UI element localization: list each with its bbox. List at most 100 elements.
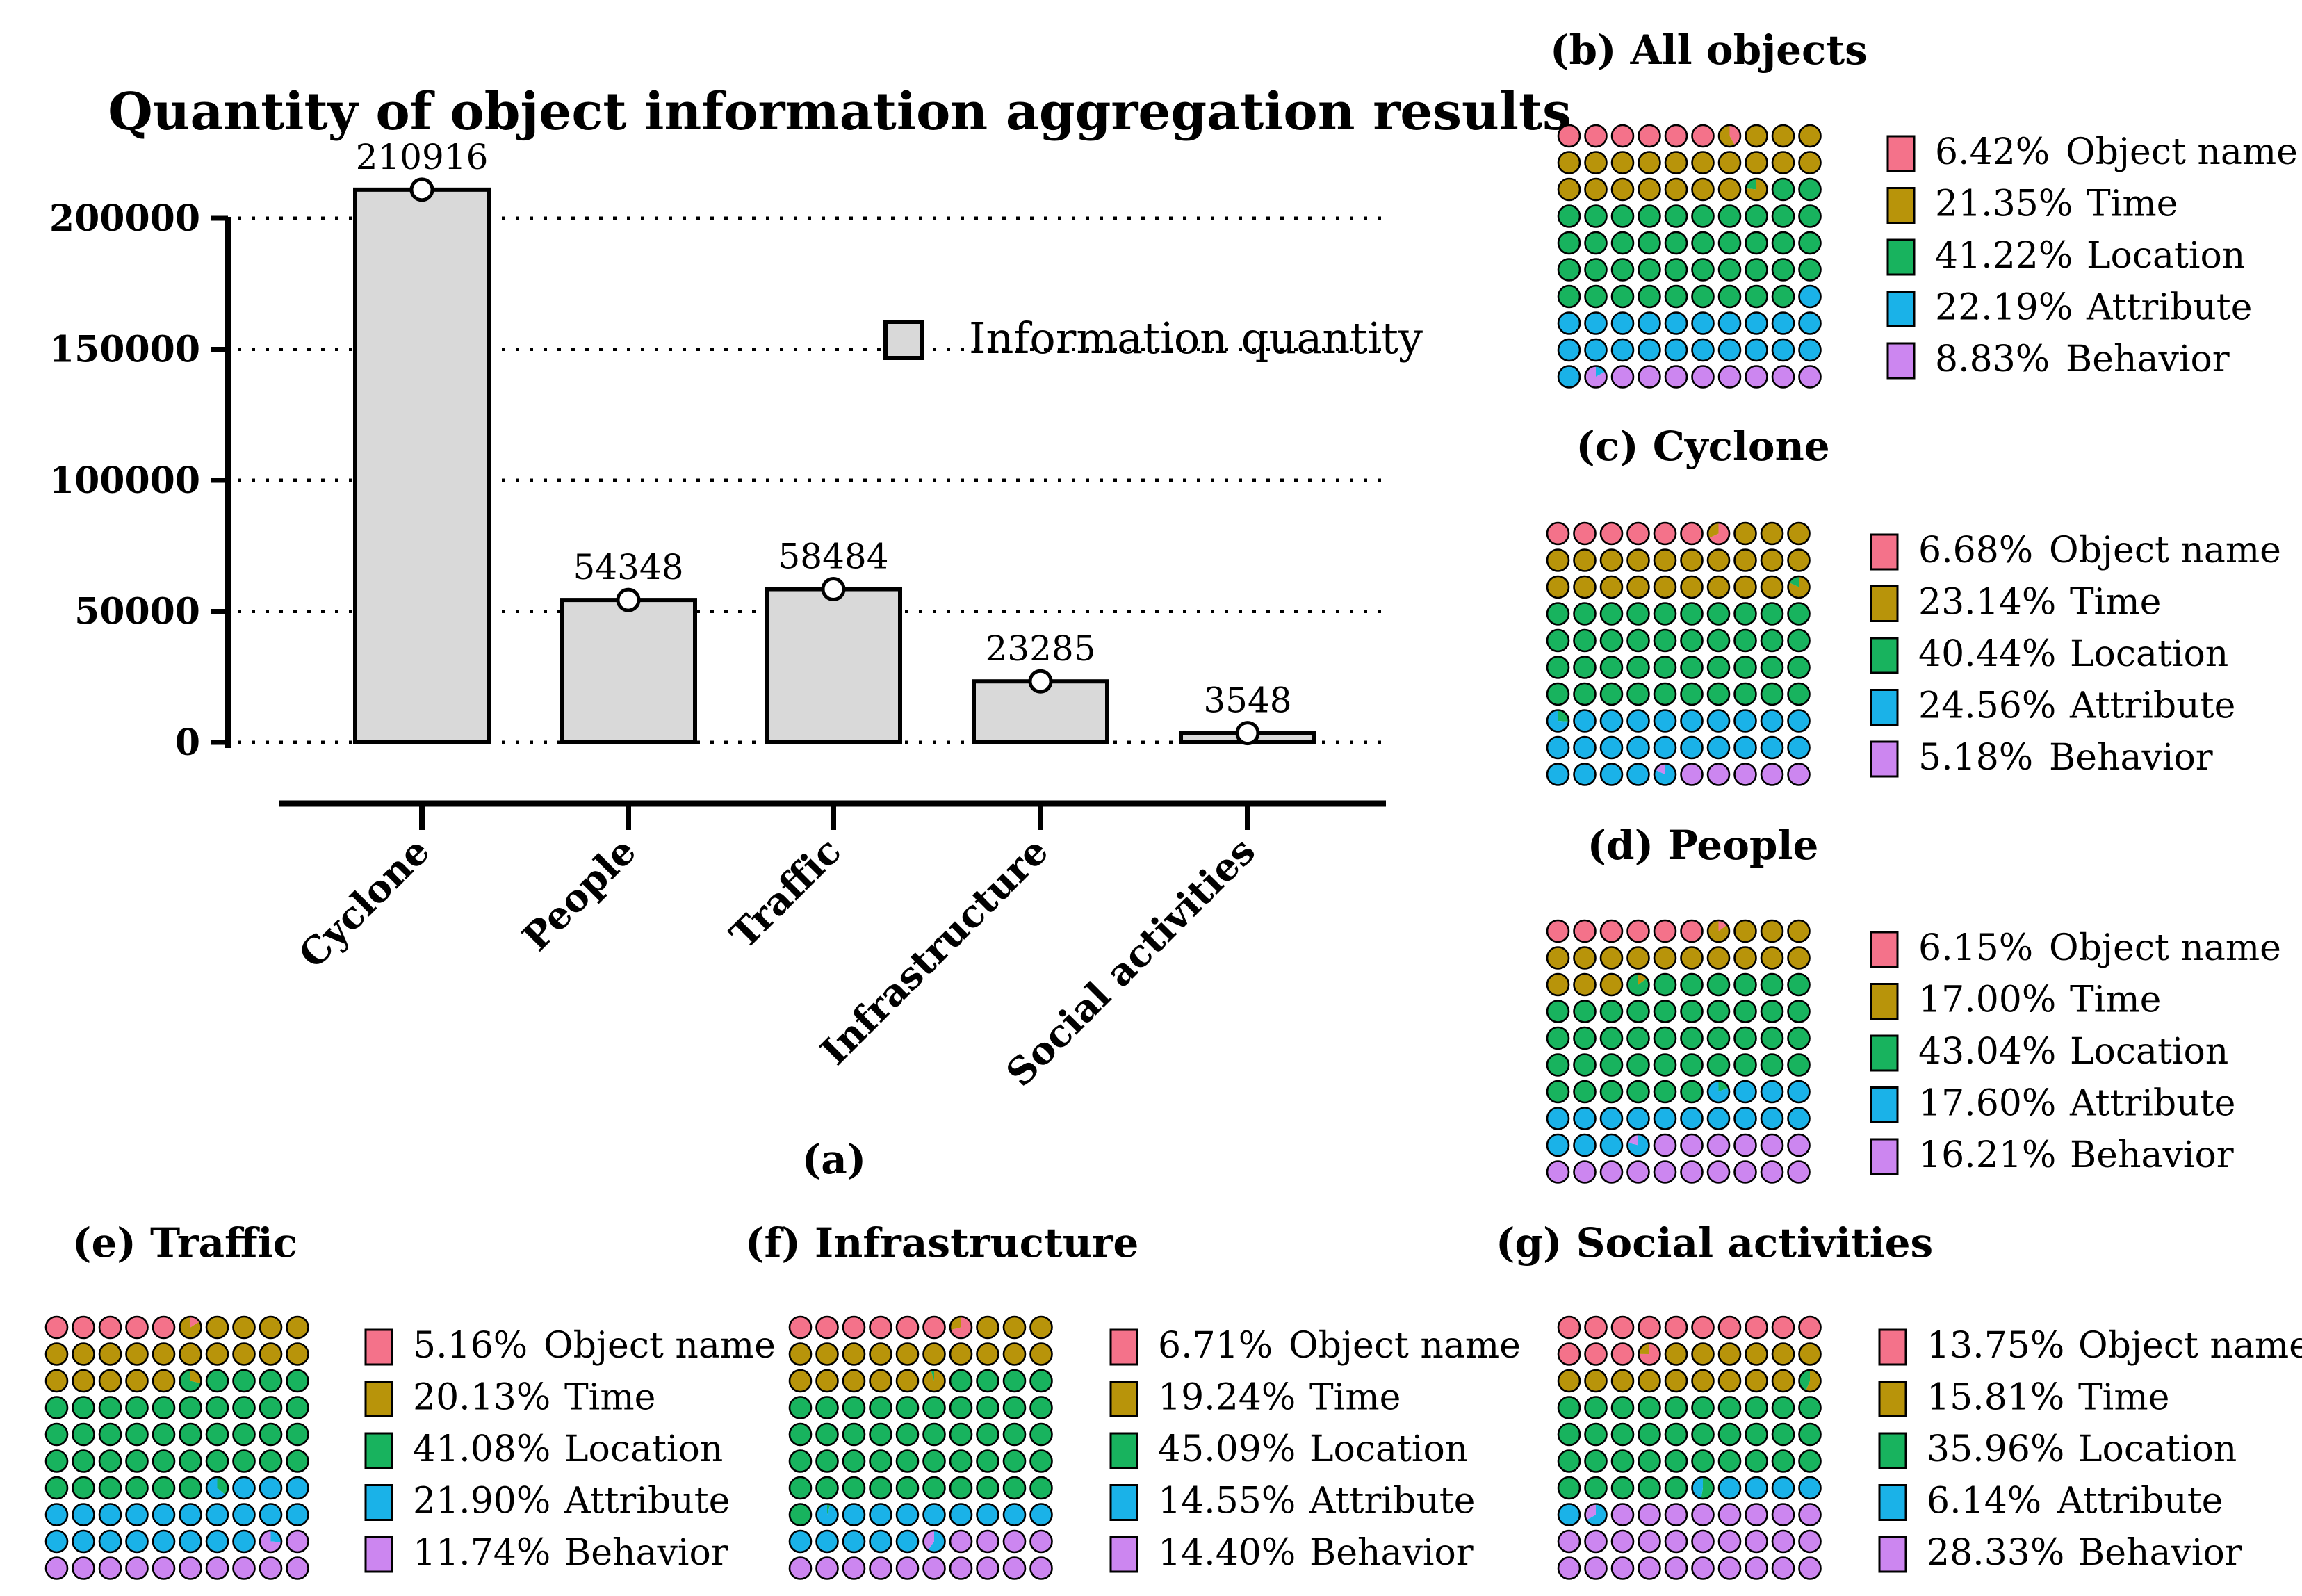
waffle-dot bbox=[1760, 1107, 1784, 1130]
waffle-dot bbox=[1733, 575, 1757, 599]
waffle-dot bbox=[1760, 682, 1784, 706]
waffle-dot bbox=[1546, 1026, 1570, 1050]
waffle-dot bbox=[869, 1396, 892, 1419]
waffle-dot bbox=[98, 1529, 122, 1554]
waffle-dot bbox=[232, 1529, 256, 1554]
legend-percent: 45.09% bbox=[1158, 1428, 1296, 1470]
waffle-dot bbox=[1691, 231, 1715, 255]
waffle-dot bbox=[44, 1449, 69, 1473]
legend-swatch bbox=[1870, 983, 1899, 1020]
waffle-dot bbox=[1002, 1396, 1027, 1419]
waffle-dot bbox=[1557, 151, 1581, 174]
legend-category: Attribute bbox=[1309, 1481, 1475, 1522]
waffle-dot bbox=[1771, 151, 1795, 174]
waffle-dot bbox=[259, 1342, 283, 1366]
waffle-dot bbox=[1557, 1315, 1581, 1340]
waffle-dot bbox=[1610, 1529, 1635, 1554]
legend-category: Time bbox=[2087, 184, 2178, 225]
waffle-dot bbox=[1787, 682, 1811, 706]
legend-percent: 41.08% bbox=[413, 1428, 550, 1470]
waffle-dot bbox=[152, 1449, 176, 1473]
legend-percent: 43.04% bbox=[1918, 1031, 2056, 1073]
waffle-dot bbox=[98, 1396, 122, 1419]
legend-category: Time bbox=[2070, 979, 2161, 1021]
waffle-dot bbox=[949, 1342, 973, 1366]
waffle-dot bbox=[1745, 151, 1768, 174]
waffle-dot bbox=[1546, 1107, 1570, 1130]
waffle-dot bbox=[1787, 656, 1811, 679]
waffle-dot bbox=[1584, 1342, 1608, 1366]
waffle-dot bbox=[1680, 709, 1704, 733]
legend-category: Object name bbox=[2078, 1325, 2302, 1367]
waffle-dot bbox=[1653, 735, 1677, 760]
waffle-dot bbox=[1626, 1080, 1650, 1104]
waffle-dot bbox=[842, 1529, 866, 1554]
waffle-dot-segment bbox=[270, 1531, 282, 1542]
waffle-dot bbox=[98, 1422, 122, 1447]
waffle-dot bbox=[1638, 1529, 1661, 1554]
waffle-title: (c) Cyclone bbox=[1576, 423, 1829, 470]
waffle-dot bbox=[1557, 338, 1581, 362]
waffle-dot bbox=[1584, 124, 1608, 148]
waffle-dot bbox=[1610, 311, 1635, 335]
legend-swatch bbox=[1886, 342, 1916, 380]
waffle-dot bbox=[1626, 1160, 1650, 1184]
waffle-dot bbox=[1745, 1396, 1768, 1419]
legend-percent: 6.15% bbox=[1918, 927, 2033, 969]
waffle-dot bbox=[1760, 602, 1784, 626]
waffle-dot bbox=[1798, 1369, 1822, 1393]
waffle-dot bbox=[842, 1476, 866, 1500]
waffle-dot bbox=[869, 1315, 892, 1340]
bar-marker bbox=[821, 577, 846, 602]
waffle-dot bbox=[1680, 628, 1704, 653]
waffle-dot bbox=[125, 1396, 149, 1419]
legend-percent: 5.18% bbox=[1918, 737, 2033, 779]
waffle-dot bbox=[1717, 1529, 1742, 1554]
waffle-dot bbox=[788, 1529, 813, 1554]
bar-chart-panel: Quantity of object information aggregati… bbox=[49, 82, 1572, 1183]
waffle-dot bbox=[1002, 1449, 1027, 1473]
waffle-dot bbox=[815, 1315, 839, 1340]
waffle-dot bbox=[1691, 1449, 1715, 1473]
waffle-dot bbox=[152, 1476, 176, 1500]
waffle-dot bbox=[1610, 1476, 1635, 1500]
waffle-dot bbox=[1798, 1503, 1822, 1526]
waffle-dot bbox=[895, 1422, 920, 1447]
waffle-dot bbox=[1610, 231, 1635, 255]
waffle-dot-segment bbox=[1708, 920, 1730, 942]
waffle-dot bbox=[976, 1556, 999, 1580]
waffle-dot bbox=[72, 1476, 95, 1500]
waffle-dot bbox=[1638, 231, 1661, 255]
waffle-dot bbox=[842, 1422, 866, 1447]
waffle-dot bbox=[1706, 1107, 1731, 1130]
waffle-dot bbox=[1664, 284, 1688, 309]
waffle-dot bbox=[1787, 1080, 1811, 1104]
waffle-dot bbox=[1691, 1503, 1715, 1526]
bar-marker bbox=[409, 177, 434, 202]
waffle-dot bbox=[1771, 204, 1795, 228]
waffle-dot bbox=[1745, 258, 1768, 282]
waffle-dot bbox=[1771, 231, 1795, 255]
waffle-dot bbox=[1557, 1503, 1581, 1526]
legend-category: Attribute bbox=[2057, 1481, 2223, 1522]
waffle-dot bbox=[869, 1342, 892, 1366]
waffle-dot bbox=[1599, 1000, 1624, 1023]
waffle-dot bbox=[1771, 1503, 1795, 1526]
waffle-dot bbox=[1733, 1080, 1757, 1104]
waffle-dot-segment bbox=[1627, 1134, 1638, 1146]
waffle-dot bbox=[1599, 602, 1624, 626]
waffle-title: (b) All objects bbox=[1550, 26, 1868, 74]
waffle-dot bbox=[1771, 284, 1795, 309]
legend-swatch bbox=[1886, 291, 1916, 327]
waffle-dot bbox=[205, 1342, 229, 1366]
legend-swatch bbox=[1878, 1328, 1907, 1366]
waffle-dot bbox=[44, 1422, 69, 1447]
waffle-dot bbox=[1546, 548, 1570, 572]
waffle-dot bbox=[1717, 311, 1742, 335]
waffle-dot bbox=[1557, 284, 1581, 309]
waffle-dot bbox=[1733, 709, 1757, 733]
waffle-dot bbox=[1680, 656, 1704, 679]
waffle-dot bbox=[1557, 258, 1581, 282]
waffle-dot bbox=[44, 1396, 69, 1419]
waffle-dot bbox=[1546, 602, 1570, 626]
